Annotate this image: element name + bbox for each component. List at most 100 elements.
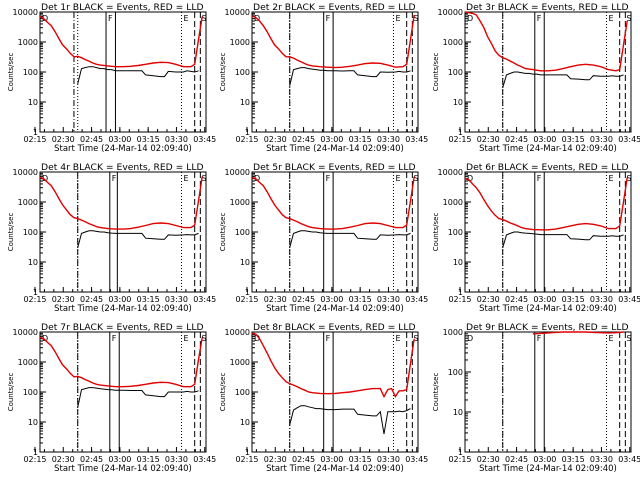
x-tick-label: 03:45 [405,455,428,464]
panel-title: Det 5r BLACK = Events, RED = LLD [253,162,416,173]
x-tick-label: 02:45 [505,295,528,304]
y-tick-label: 100 [23,68,38,77]
events-series-line [77,66,199,85]
panel-det-3: Det 3r BLACK = Events, RED = LLD 1 10 100 10… [432,2,640,154]
x-tick-label: 03:45 [193,135,216,144]
segment-marker-letter: E [608,14,613,23]
segment-marker-letter: F [326,14,331,23]
x-tick-label: 03:15 [562,455,585,464]
x-axis-label: Start Time (24-Mar-14 02:09:40) [54,464,192,474]
panel-title: Det 3r BLACK = Events, RED = LLD [466,2,629,13]
lld-series-line [464,11,628,72]
x-tick-label: 03:15 [137,135,160,144]
x-tick-label: 02:45 [292,135,315,144]
panel-det-1: Det 1r BLACK = Events, RED = LLD 1 10 100 10… [7,2,216,154]
x-tick-label: 02:45 [292,455,315,464]
x-tick-label: 02:15 [23,455,46,464]
x-tick-label: 03:45 [405,135,428,144]
segment-marker-letter: E [183,14,188,23]
x-tick-label: 02:15 [235,455,258,464]
y-tick-label: 1 [458,448,463,457]
segment-marker-letter: S [201,14,206,23]
x-axis-label: Start Time (24-Mar-14 02:09:40) [266,144,404,154]
y-tick-label: 1000 [18,358,38,367]
segment-marker-letter: D [254,174,260,183]
x-tick-label: 03:15 [137,295,160,304]
events-series-line [502,231,624,248]
segment-marker-letter: E [183,174,188,183]
x-tick-label: 02:45 [80,455,103,464]
x-tick-label: 03:30 [590,135,613,144]
x-tick-label: 03:00 [533,295,556,304]
y-axis-label: Counts/sec [219,213,227,252]
y-tick-label: 1 [33,288,38,297]
y-tick-label: 1000 [230,38,250,47]
y-tick-label: 10 [453,98,463,107]
x-tick-label: 03:00 [320,135,343,144]
y-tick-label: 10000 [225,328,250,337]
x-axis-label: Start Time (24-Mar-14 02:09:40) [266,464,404,474]
x-tick-label: 02:15 [23,135,46,144]
x-tick-label: 02:30 [52,135,75,144]
panel-title: Det 9r BLACK = Events, RED = LLD [466,322,629,333]
y-tick-label: 10 [453,258,463,267]
x-tick-label: 02:15 [448,135,471,144]
y-tick-label: 10 [240,258,250,267]
y-tick-label: 1 [458,288,463,297]
events-series-line [502,71,624,88]
segment-marker-letter: D [467,334,473,343]
y-tick-label: 1000 [443,328,463,337]
y-tick-label: 1000 [230,198,250,207]
y-axis-label: Counts/sec [7,53,15,92]
events-series-line [289,67,411,86]
lld-series-line [464,177,628,231]
x-tick-label: 02:30 [52,295,75,304]
x-tick-label: 03:45 [618,135,640,144]
segment-marker-letter: S [626,174,631,183]
y-axis-label: Counts/sec [219,53,227,92]
x-tick-label: 03:00 [533,455,556,464]
y-tick-label: 100 [23,228,38,237]
y-tick-label: 10 [240,98,250,107]
y-tick-label: 10000 [13,168,38,177]
x-axis-label: Start Time (24-Mar-14 02:09:40) [479,464,617,474]
x-tick-label: 02:30 [477,135,500,144]
x-tick-label: 03:00 [108,295,131,304]
y-tick-label: 1 [33,448,38,457]
events-series-line [77,230,199,248]
x-tick-label: 03:00 [108,455,131,464]
lld-series-line [251,14,415,69]
x-tick-label: 03:30 [377,455,400,464]
segment-marker-letter: S [413,14,418,23]
lld-series-line [251,176,415,230]
panel-title: Det 4r BLACK = Events, RED = LLD [41,162,204,173]
x-tick-label: 03:45 [193,295,216,304]
x-tick-label: 03:00 [108,135,131,144]
events-series-line [289,230,411,248]
segment-marker-letter: S [201,174,206,183]
panel-title: Det 6r BLACK = Events, RED = LLD [466,162,629,173]
panel-det-6: Det 6r BLACK = Events, RED = LLD 1 10 100 10… [432,162,640,314]
y-tick-label: 100 [448,368,463,377]
y-tick-label: 100 [235,68,250,77]
x-tick-label: 03:30 [377,295,400,304]
segment-marker-letter: S [413,334,418,343]
y-tick-label: 1 [245,448,250,457]
y-axis-label: Counts/sec [7,213,15,252]
x-tick-label: 02:45 [80,135,103,144]
y-tick-label: 100 [235,228,250,237]
y-tick-label: 10 [28,418,38,427]
y-axis-label: Counts/sec [432,213,440,252]
segment-marker-letter: F [326,174,331,183]
x-tick-label: 02:30 [52,455,75,464]
x-tick-label: 02:15 [23,295,46,304]
segment-marker-letter: D [467,14,473,23]
lld-series-line [532,331,624,335]
x-axis-label: Start Time (24-Mar-14 02:09:40) [479,304,617,314]
segment-marker-letter: D [42,334,48,343]
y-axis-label: Counts/sec [219,373,227,412]
segment-marker-letter: D [467,174,473,183]
segment-marker-letter: S [201,334,206,343]
segment-marker-letter: E [395,174,400,183]
